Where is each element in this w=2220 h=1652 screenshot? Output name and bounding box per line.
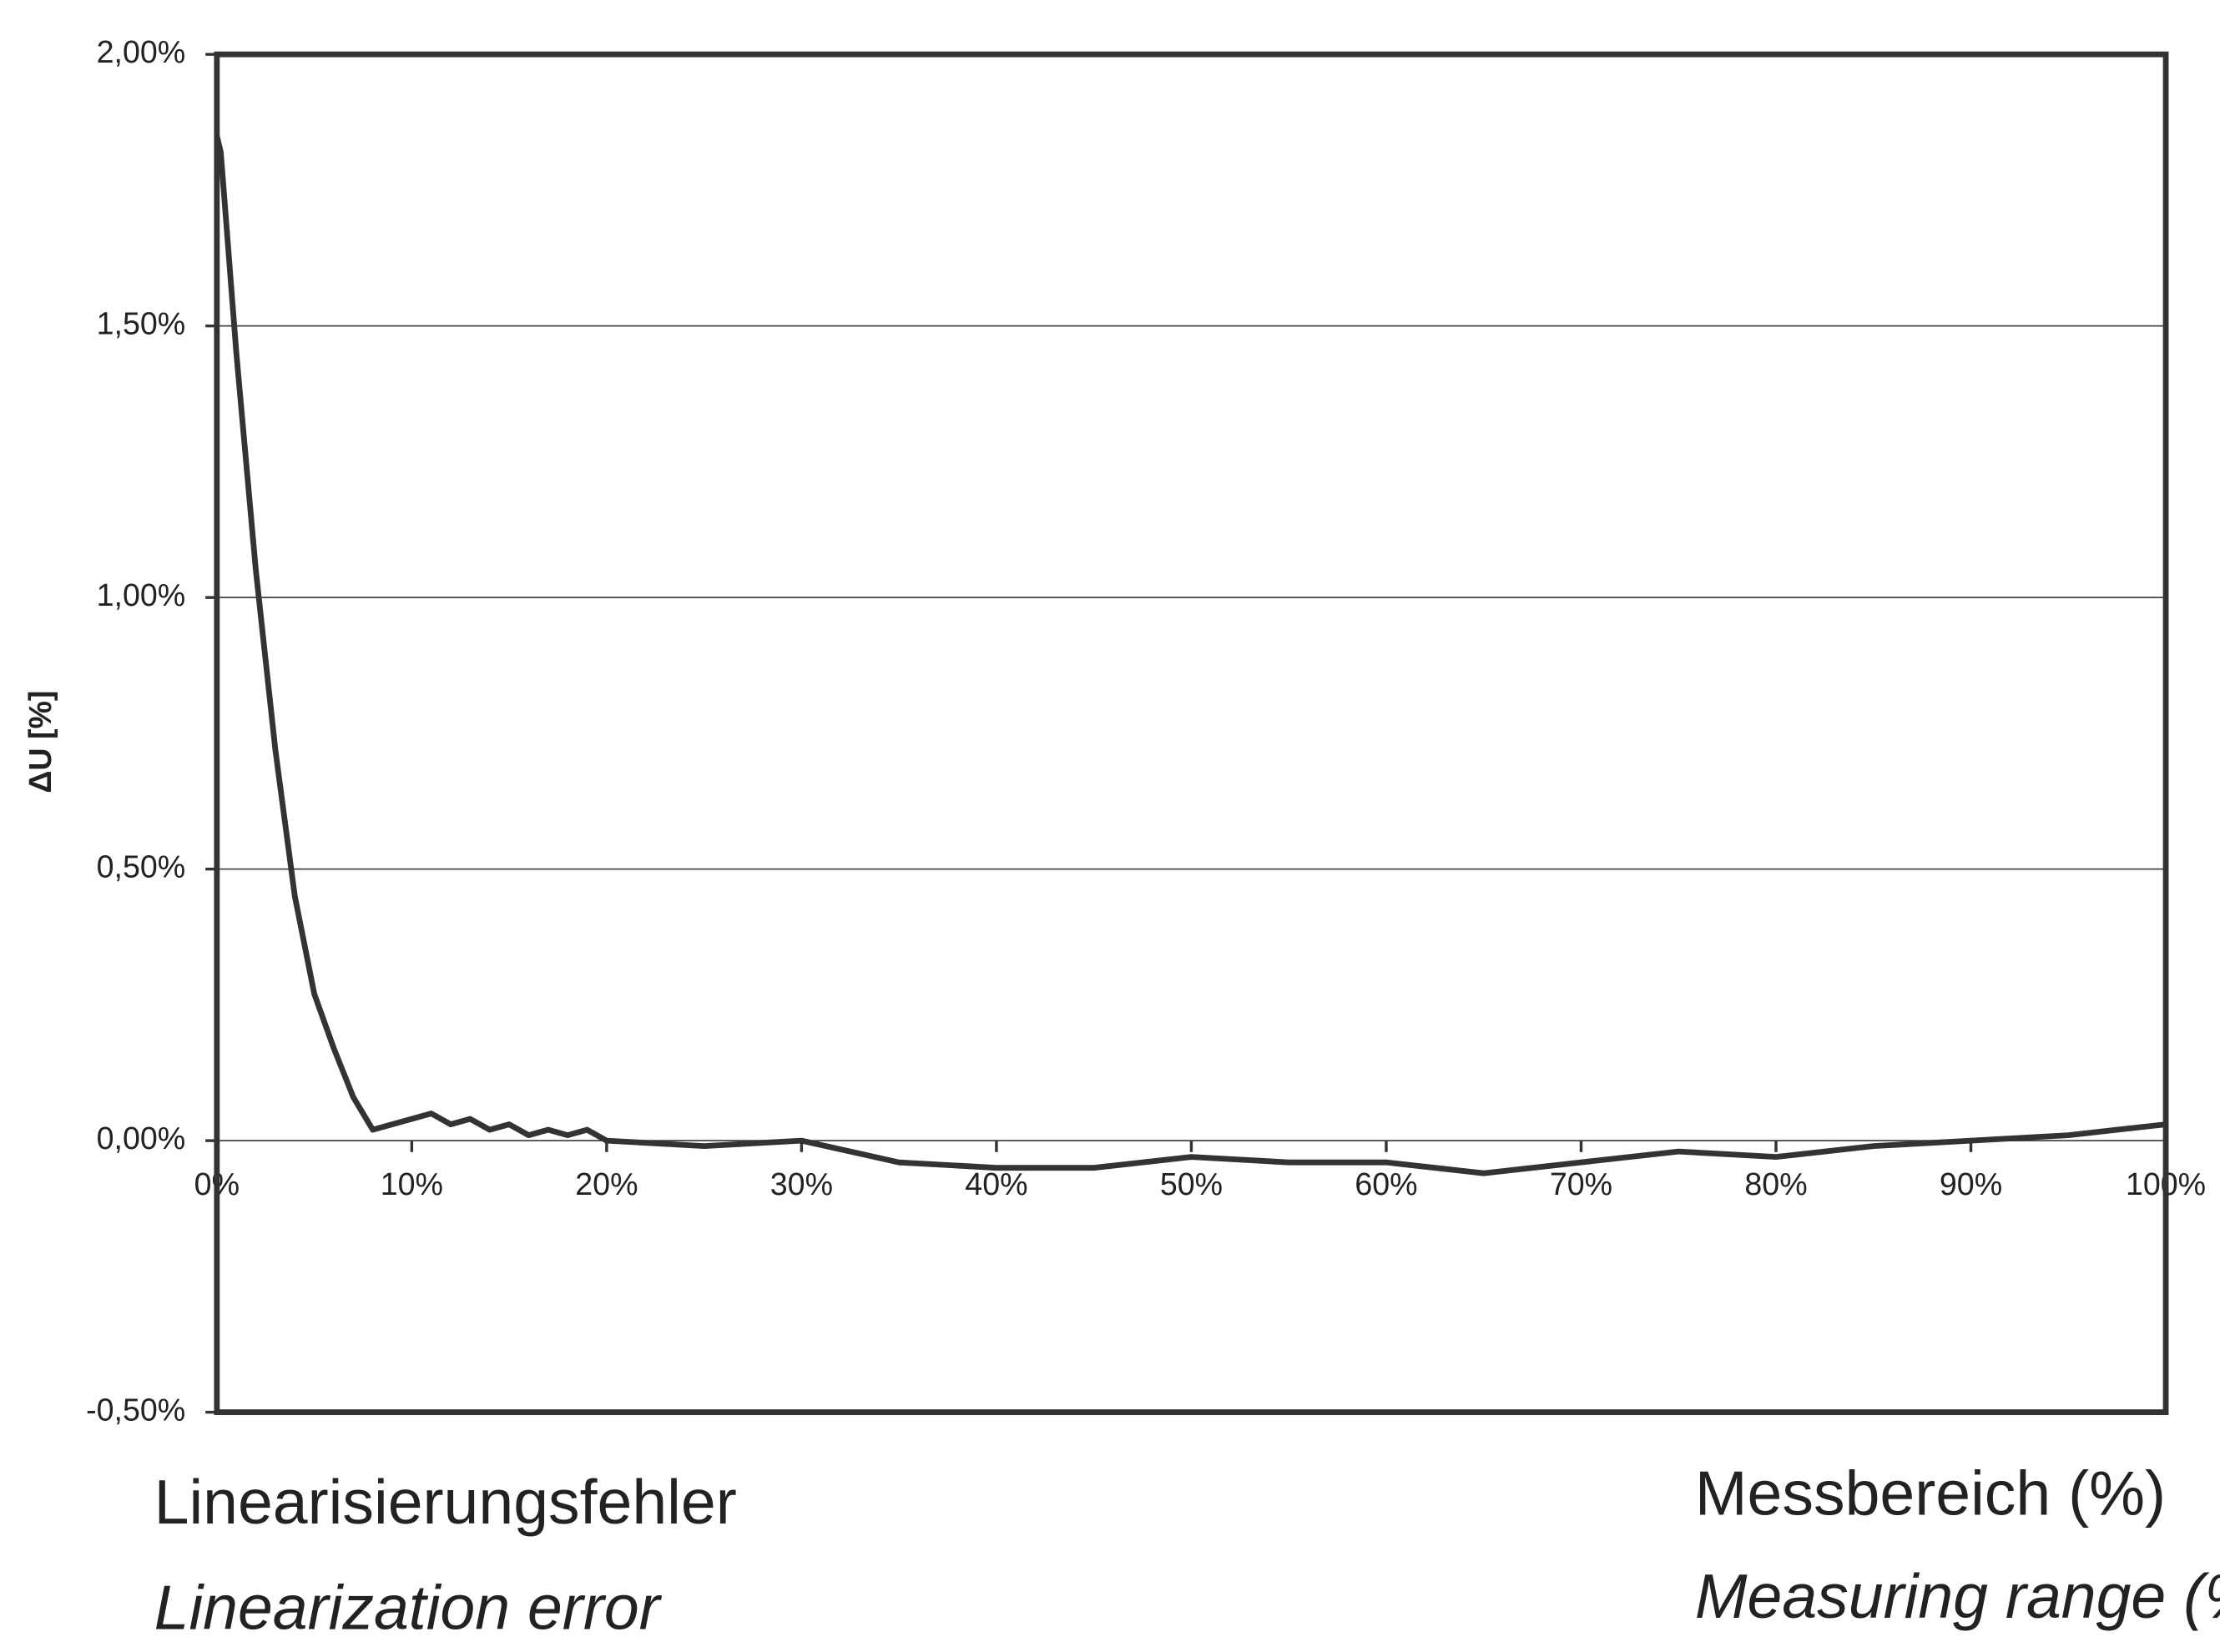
data-line [214, 135, 2167, 1176]
x-axis-label-en: Measuring range (%) [1695, 1561, 2220, 1631]
x-axis-label-de: Messbereich (%) [1695, 1458, 2166, 1529]
x-tick-label: 70% [1550, 1166, 1612, 1201]
x-tick-label: 40% [965, 1166, 1027, 1201]
x-tick-label: 10% [381, 1166, 443, 1201]
x-tick-label: 50% [1160, 1166, 1223, 1201]
plot-frame [214, 51, 2169, 1416]
caption-en: Linearization error [154, 1572, 663, 1642]
y-tick-label: 2,00% [97, 34, 186, 69]
x-tick-label: 20% [575, 1166, 638, 1201]
x-tick-label: 90% [1940, 1166, 2002, 1201]
x-tick-label: 30% [770, 1166, 833, 1201]
y-tick-label: 1,00% [97, 577, 186, 612]
y-axis-label: ΔU [%] [23, 691, 58, 793]
y-tick-label: -0,50% [86, 1393, 185, 1428]
caption-de: Linearisierungsfehler [154, 1467, 737, 1537]
y-tick-label: 0,50% [97, 849, 186, 884]
x-tick-label: 80% [1744, 1166, 1807, 1201]
y-tick-label: 0,00% [97, 1121, 186, 1156]
y-tick-label: 1,50% [97, 306, 186, 341]
x-tick-label: 60% [1355, 1166, 1417, 1201]
